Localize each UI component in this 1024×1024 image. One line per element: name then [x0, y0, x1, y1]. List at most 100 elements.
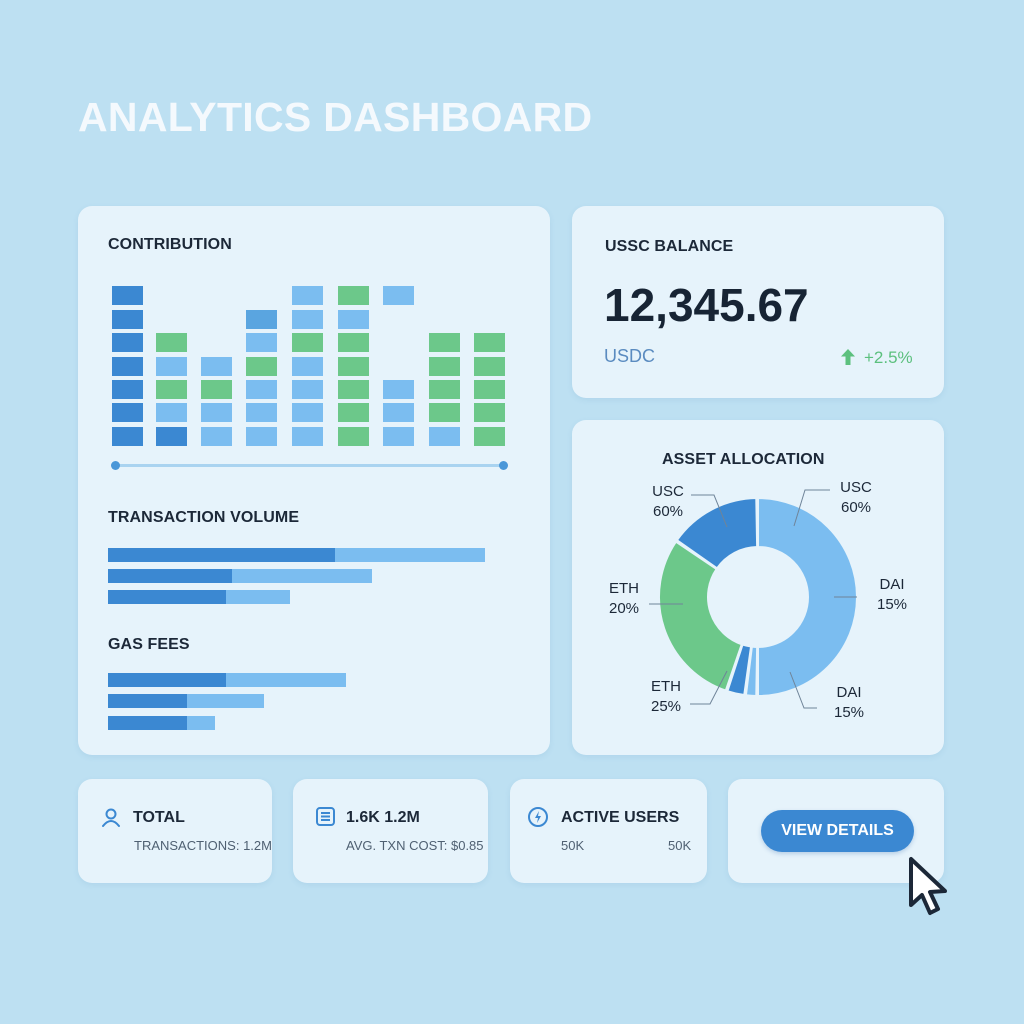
user-icon	[102, 808, 120, 827]
contribution-cell	[429, 380, 460, 399]
range-slider-handle-start[interactable]	[111, 461, 120, 470]
transaction-volume-title: TRANSACTION VOLUME	[108, 509, 300, 526]
contribution-cell	[156, 427, 187, 446]
pie-label-dai-bottom: DAI 15%	[833, 684, 865, 721]
balance-change: +2.5%	[864, 348, 913, 367]
bar-row	[108, 673, 346, 687]
contribution-cell	[338, 380, 369, 399]
contribution-cell	[246, 333, 277, 352]
stat-card-active-users	[510, 779, 707, 883]
contribution-cell	[429, 333, 460, 352]
view-details-button[interactable]: VIEW DETAILS	[761, 810, 914, 852]
contribution-cell	[338, 427, 369, 446]
bar-row	[108, 548, 485, 562]
contribution-cell	[292, 380, 323, 399]
contribution-cell	[156, 333, 187, 352]
balance-value: 12,345.67	[604, 279, 809, 331]
contribution-cell	[112, 403, 143, 422]
stat-active-users-title: ACTIVE USERS	[561, 809, 680, 826]
range-slider-track[interactable]	[116, 464, 504, 467]
pie-label-eth-left: ETH 20%	[608, 580, 640, 617]
contribution-cell	[246, 427, 277, 446]
donut-chart	[649, 489, 858, 709]
contribution-cell	[292, 357, 323, 376]
contribution-cell	[474, 333, 505, 352]
contribution-cell	[112, 286, 143, 305]
contribution-cell	[112, 357, 143, 376]
contribution-cell	[474, 403, 505, 422]
stat-card-total	[78, 779, 272, 883]
mouse-pointer-icon	[909, 857, 947, 915]
contribution-cell	[338, 357, 369, 376]
bar-primary	[108, 548, 335, 562]
contribution-cell	[201, 357, 232, 376]
page-title: ANALYTICS DASHBOARD	[78, 94, 593, 140]
pie-label-usc-right: USC 60%	[840, 479, 872, 516]
contribution-cell	[338, 310, 369, 329]
contribution-cell	[112, 380, 143, 399]
stat-active-users-right: 50K	[668, 838, 692, 853]
stat-active-users-left: 50K	[561, 838, 585, 853]
bolt-icon	[528, 807, 548, 827]
contribution-cell	[246, 380, 277, 399]
bar-secondary	[335, 548, 485, 562]
contribution-cell	[429, 427, 460, 446]
contribution-cell	[112, 310, 143, 329]
contribution-cell	[156, 357, 187, 376]
bar-row	[108, 590, 290, 604]
contribution-cell	[383, 427, 414, 446]
contribution-cell	[429, 357, 460, 376]
pie-label-eth-bottom: ETH 25%	[650, 678, 682, 715]
contribution-cell	[292, 286, 323, 305]
contribution-cell	[201, 380, 232, 399]
contribution-cell	[474, 427, 505, 446]
bar-secondary	[226, 590, 290, 604]
contribution-cell	[112, 333, 143, 352]
bar-secondary	[226, 673, 346, 687]
contribution-cell	[292, 403, 323, 422]
contribution-cell	[246, 357, 277, 376]
stat-total-title: TOTAL	[133, 809, 185, 826]
contribution-cell	[156, 380, 187, 399]
contribution-cell	[246, 310, 277, 329]
stat-total-sub: TRANSACTIONS: 1.2M	[134, 838, 272, 853]
bar-primary	[108, 590, 226, 604]
contribution-cell	[338, 403, 369, 422]
contribution-cell	[474, 380, 505, 399]
contribution-cell	[474, 357, 505, 376]
contribution-cell	[292, 310, 323, 329]
contribution-title: CONTRIBUTION	[108, 236, 232, 253]
contribution-cell	[383, 380, 414, 399]
contribution-cell	[292, 333, 323, 352]
bar-secondary	[187, 716, 215, 730]
bar-primary	[108, 673, 226, 687]
stat-avg-cost-title: 1.6K 1.2M	[346, 809, 420, 826]
donut-segment	[675, 496, 759, 570]
contribution-cell	[429, 403, 460, 422]
contribution-cell	[201, 403, 232, 422]
contribution-cell	[112, 427, 143, 446]
bar-secondary	[232, 569, 372, 583]
range-slider-handle-end[interactable]	[499, 461, 508, 470]
bar-primary	[108, 694, 187, 708]
balance-card	[572, 206, 944, 398]
bar-row	[108, 716, 215, 730]
donut-segment	[658, 540, 743, 692]
gas-fees-title: GAS FEES	[108, 636, 190, 653]
bar-secondary	[187, 694, 264, 708]
contribution-cell	[338, 286, 369, 305]
contribution-cell	[156, 403, 187, 422]
pie-label-usc-left: USC 60%	[652, 483, 684, 520]
balance-unit: USDC	[604, 346, 656, 366]
list-icon	[316, 807, 335, 826]
bar-primary	[108, 716, 187, 730]
stat-avg-cost-sub: AVG. TXN COST: $0.85	[346, 838, 484, 853]
balance-title: USSC BALANCE	[605, 238, 734, 255]
contribution-cell	[292, 427, 323, 446]
asset-allocation-card	[572, 420, 944, 755]
bar-row	[108, 569, 372, 583]
contribution-cell	[383, 403, 414, 422]
contribution-cell	[338, 333, 369, 352]
contribution-cell	[201, 427, 232, 446]
bar-primary	[108, 569, 232, 583]
